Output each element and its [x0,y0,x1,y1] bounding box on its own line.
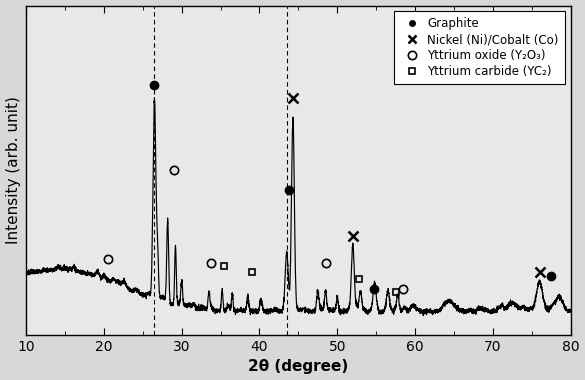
X-axis label: 2θ (degree): 2θ (degree) [248,359,349,374]
Legend: Graphite, Nickel (Ni)/Cobalt (Co), Yttrium oxide (Y₂O₃), Yttrium carbide (YC₂): Graphite, Nickel (Ni)/Cobalt (Co), Yttri… [394,11,565,84]
Y-axis label: Intensity (arb. unit): Intensity (arb. unit) [5,97,20,244]
